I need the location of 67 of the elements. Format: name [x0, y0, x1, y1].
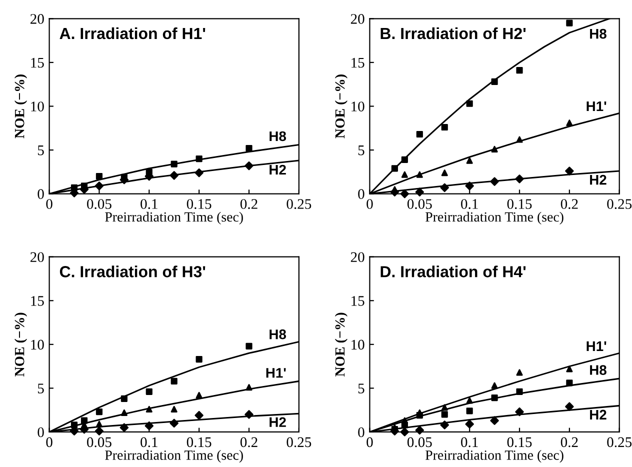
y-tick-label: 10 [31, 340, 44, 350]
y-tick-label: 20 [30, 14, 44, 24]
series-label: H1' [586, 341, 606, 351]
x-axis-title: Preirradiation Time (sec) [105, 212, 243, 224]
series-label: H8 [270, 131, 286, 142]
x-tick-label: 0.25 [607, 199, 632, 209]
y-tick-label: 5 [38, 384, 44, 394]
y-axis-title: NOE (−%) [334, 74, 348, 138]
chart-title: B. Irradiation of H2' [380, 27, 526, 40]
x-tick-label: 0.15 [507, 437, 532, 448]
series-label: H2 [270, 164, 286, 175]
y-axis-title: NOE (−%) [334, 312, 348, 376]
chart-title: C. Irradiation of H3' [60, 266, 206, 278]
y-tick-label: 0 [38, 427, 44, 438]
y-tick-label: 0 [358, 427, 364, 438]
y-tick-label: 20 [350, 14, 364, 24]
x-tick-label: 0.1 [461, 437, 478, 448]
x-tick-label: 0.2 [560, 437, 578, 448]
y-tick-label: 10 [31, 102, 44, 112]
series-label: H8 [270, 329, 286, 340]
x-tick-label: 0.2 [560, 199, 578, 209]
y-tick-label: 5 [38, 146, 44, 156]
x-tick-label: 0.15 [186, 437, 212, 448]
x-tick-label: 0.25 [286, 199, 312, 209]
series-label: H1' [266, 368, 286, 378]
series-label: H1' [586, 101, 606, 112]
series-label: H2 [270, 417, 286, 427]
y-tick-label: 20 [30, 252, 44, 262]
y-tick-label: 10 [352, 102, 364, 112]
y-tick-label: 20 [350, 252, 364, 262]
x-tick-label: 0.1 [461, 199, 478, 209]
x-tick-label: 0.15 [186, 199, 212, 209]
x-tick-label: 0 [46, 437, 52, 448]
x-axis-title: Preirradiation Time (sec) [426, 212, 564, 224]
y-tick-label: 15 [31, 296, 44, 306]
x-tick-label: 0 [46, 199, 52, 209]
x-tick-label: 0.1 [140, 437, 158, 448]
y-axis-title: NOE (−%) [14, 312, 28, 376]
x-tick-label: 0.25 [607, 437, 632, 448]
x-tick-label: 0.25 [286, 437, 312, 448]
y-tick-label: 15 [31, 58, 44, 68]
y-tick-label: 10 [352, 340, 364, 350]
y-tick-label: 15 [352, 58, 364, 68]
chart-title: A. Irradiation of H1' [60, 27, 206, 40]
x-tick-label: 0.05 [87, 199, 112, 209]
x-tick-label: 0.2 [240, 437, 258, 448]
y-tick-label: 0 [38, 189, 44, 200]
chart-title: D. Irradiation of H4' [380, 266, 526, 278]
x-tick-label: 0.05 [407, 437, 432, 448]
x-tick-label: 0.05 [407, 199, 432, 209]
x-axis-title: Preirradiation Time (sec) [105, 450, 243, 463]
x-tick-label: 0 [366, 199, 373, 209]
x-tick-label: 0.15 [507, 199, 532, 209]
series-label: H2 [590, 410, 606, 420]
y-tick-label: 5 [358, 384, 364, 394]
x-axis-title: Preirradiation Time (sec) [426, 450, 564, 463]
y-tick-label: 0 [358, 189, 364, 200]
series-label: H8 [590, 365, 606, 375]
series-label: H8 [590, 28, 606, 39]
x-tick-label: 0.1 [140, 199, 158, 209]
y-axis-title: NOE (−%) [14, 74, 28, 138]
x-tick-label: 0 [366, 437, 373, 448]
y-tick-label: 5 [358, 146, 364, 156]
x-tick-label: 0.2 [240, 199, 258, 209]
y-tick-label: 15 [352, 296, 364, 306]
x-tick-label: 0.05 [87, 437, 112, 448]
series-label: H2 [590, 174, 606, 185]
